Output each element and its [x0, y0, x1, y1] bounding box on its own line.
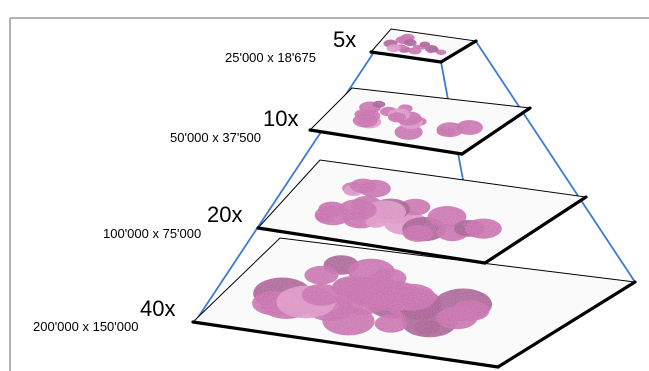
tissue-fragment [436, 49, 447, 56]
label-20x-magnification: 20x [207, 202, 242, 227]
tissue-10x [352, 100, 483, 140]
tissue-fragment [386, 44, 401, 53]
label-40x-resolution: 200'000 x 150'000 [33, 319, 138, 334]
tissue-fragment [419, 41, 431, 48]
tissue-fragment [402, 225, 434, 242]
tissue-fragment [446, 306, 475, 322]
label-5x-resolution: 25'000 x 18'675 [225, 50, 316, 65]
tissue-fragment [388, 112, 406, 123]
tissue-fragment [465, 218, 502, 239]
tissue-fragment [427, 206, 467, 228]
tissue-fragment [408, 47, 422, 55]
label-10x-resolution: 50'000 x 37'500 [170, 130, 261, 145]
tissue-fragment [332, 276, 373, 299]
level-20x-plate [256, 159, 588, 265]
tissue-40x [252, 255, 492, 338]
level-40x-plate [191, 237, 637, 369]
tissue-20x [314, 178, 502, 242]
tissue-fragment [436, 126, 455, 137]
tissue-fragment [315, 211, 335, 223]
frame-border [9, 17, 649, 371]
tissue-fragment [354, 109, 374, 120]
tissue-fragment [359, 179, 391, 198]
labels: 5x 25'000 x 18'675 10x 50'000 x 37'500 2… [33, 27, 356, 334]
tissue-fragment [374, 314, 408, 333]
tissue-fragment [429, 47, 439, 53]
tissue-fragment [301, 283, 342, 306]
tissue-fragment [413, 44, 421, 49]
label-20x-resolution: 100'000 x 75'000 [103, 226, 201, 241]
label-40x-magnification: 40x [140, 296, 175, 321]
tissue-fragment [372, 100, 386, 108]
level-10x-plate [308, 87, 532, 156]
tissue-fragment [304, 265, 339, 285]
level-5x-plate [369, 28, 478, 64]
label-5x-magnification: 5x [333, 27, 356, 52]
tissue-fragment [404, 39, 417, 47]
label-10x-magnification: 10x [263, 106, 298, 131]
tissue-5x [383, 33, 447, 56]
